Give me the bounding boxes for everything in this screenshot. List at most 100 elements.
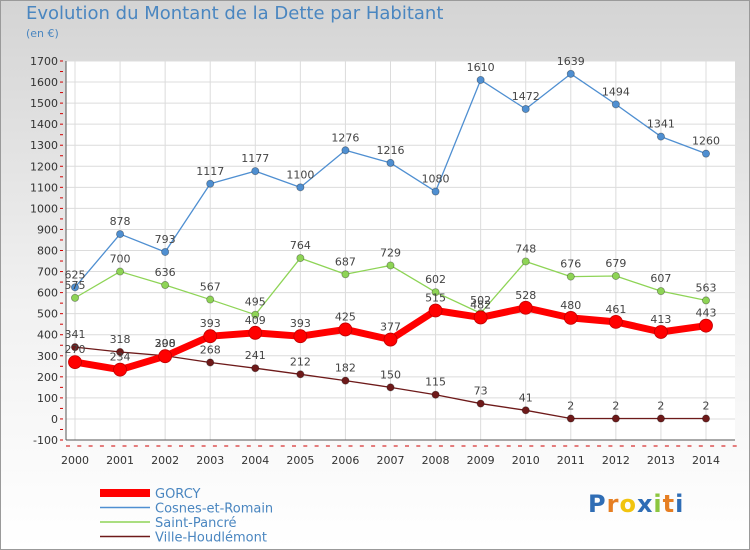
- data-point-3: [386, 383, 395, 392]
- data-point-2: [656, 287, 665, 296]
- data-label-0: 393: [290, 317, 311, 330]
- data-point-0: [473, 310, 488, 325]
- data-label-0: 443: [696, 307, 717, 320]
- data-point-0: [428, 303, 443, 318]
- chart-title: Evolution du Montant de la Dette par Hab…: [26, 3, 444, 24]
- data-label-1: 1341: [647, 118, 675, 131]
- data-label-3: 341: [65, 328, 86, 341]
- y-tick-label: 1500: [30, 97, 58, 110]
- data-label-1: 1610: [467, 61, 495, 74]
- data-label-0: 413: [650, 313, 671, 326]
- y-tick-label: 200: [37, 371, 58, 384]
- legend-label: Ville-Houdlémont: [155, 531, 267, 546]
- data-label-2: 676: [560, 258, 581, 271]
- y-tick-label: 1300: [30, 139, 58, 152]
- y-tick-label: 500: [37, 308, 58, 321]
- data-point-0: [563, 310, 578, 325]
- data-point-2: [71, 293, 80, 302]
- data-point-1: [341, 146, 350, 155]
- y-tick-label: 1600: [30, 76, 58, 89]
- data-point-3: [341, 376, 350, 385]
- data-point-2: [161, 281, 170, 290]
- y-tick-label: 400: [37, 329, 58, 342]
- data-point-2: [251, 310, 260, 319]
- data-label-1: 1494: [602, 85, 630, 98]
- data-label-0: 393: [200, 317, 221, 330]
- data-label-3: 73: [474, 385, 488, 398]
- data-point-0: [518, 300, 533, 315]
- data-point-2: [386, 261, 395, 270]
- data-point-1: [206, 179, 215, 188]
- data-point-2: [611, 271, 620, 280]
- data-point-1: [116, 230, 125, 239]
- data-label-1: 1080: [422, 173, 450, 186]
- x-tick-label: 2007: [377, 454, 405, 467]
- data-point-3: [206, 358, 215, 367]
- data-label-0: 298: [155, 337, 176, 350]
- y-tick-label: 900: [37, 223, 58, 236]
- data-label-0: 409: [245, 314, 266, 327]
- data-label-1: 1276: [331, 131, 359, 144]
- data-label-1: 1117: [196, 165, 224, 178]
- data-label-1: 1100: [286, 168, 314, 181]
- y-tick-label: 800: [37, 245, 58, 258]
- data-label-0: 234: [110, 351, 131, 364]
- logo-letter: r: [606, 490, 620, 518]
- data-label-2: 502: [470, 294, 491, 307]
- data-point-1: [702, 149, 711, 158]
- data-label-0: 482: [470, 298, 491, 311]
- x-tick-label: 2008: [422, 454, 450, 467]
- data-label-2: 764: [290, 239, 311, 252]
- data-label-2: 748: [515, 242, 536, 255]
- data-label-2: 729: [380, 246, 401, 259]
- data-point-3: [431, 390, 440, 399]
- data-label-3: 268: [200, 344, 221, 357]
- x-tick-label: 2001: [106, 454, 134, 467]
- data-point-0: [699, 318, 713, 333]
- y-tick-label: 1700: [30, 55, 58, 68]
- data-label-2: 687: [335, 255, 356, 268]
- data-label-1: 1260: [692, 135, 720, 148]
- data-point-3: [71, 343, 80, 352]
- y-tick-label: 1200: [30, 160, 58, 173]
- data-label-0: 480: [560, 299, 581, 312]
- data-point-0: [68, 355, 82, 369]
- y-tick-label: 100: [37, 392, 58, 405]
- data-label-1: 625: [65, 268, 86, 281]
- data-point-3: [702, 414, 711, 423]
- data-point-0: [203, 329, 218, 344]
- data-label-3: 300: [155, 337, 176, 350]
- x-tick-label: 2002: [151, 454, 179, 467]
- x-tick-label: 2009: [467, 454, 495, 467]
- data-point-1: [521, 105, 530, 114]
- x-tick-label: 2006: [331, 454, 359, 467]
- data-point-2: [521, 257, 530, 266]
- x-tick-label: 2010: [512, 454, 540, 467]
- data-point-0: [608, 314, 623, 329]
- data-label-3: 2: [567, 400, 574, 413]
- data-point-0: [158, 349, 173, 364]
- logo-letter: P: [588, 490, 607, 518]
- data-point-0: [113, 362, 127, 377]
- x-tick-label: 2011: [557, 454, 585, 467]
- data-label-3: 115: [425, 376, 446, 389]
- data-label-0: 461: [605, 303, 626, 316]
- data-label-3: 241: [245, 349, 266, 362]
- data-label-1: 878: [110, 215, 131, 228]
- data-point-2: [206, 295, 215, 304]
- data-label-3: 41: [519, 391, 533, 404]
- data-label-2: 679: [605, 257, 626, 270]
- data-label-1: 1177: [241, 152, 269, 165]
- data-point-2: [296, 254, 305, 263]
- data-label-1: 793: [155, 233, 176, 246]
- data-label-3: 2: [612, 400, 619, 413]
- data-point-3: [656, 414, 665, 423]
- data-label-2: 495: [245, 296, 266, 309]
- data-point-3: [476, 399, 485, 408]
- data-point-3: [611, 414, 620, 423]
- x-tick-label: 2004: [241, 454, 269, 467]
- data-label-2: 567: [200, 281, 221, 294]
- data-point-2: [431, 288, 440, 297]
- data-label-2: 575: [65, 279, 86, 292]
- data-point-3: [566, 414, 575, 423]
